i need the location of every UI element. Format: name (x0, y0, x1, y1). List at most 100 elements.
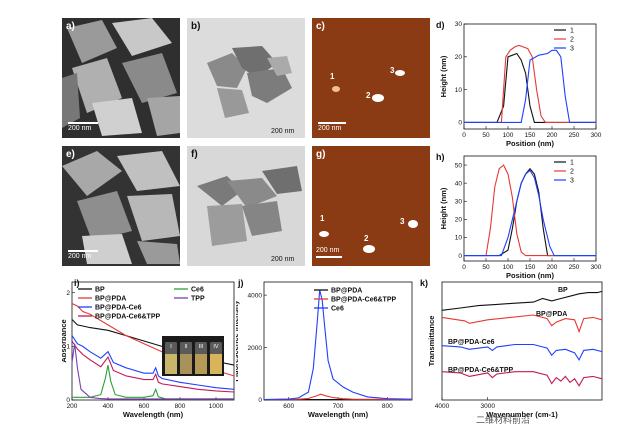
series-line-1 (464, 167, 596, 257)
x-tick-label: 0 (462, 132, 466, 139)
panel-label-b: b) (191, 21, 201, 32)
x-tick-label: 600 (139, 403, 150, 410)
vial-label: I (170, 344, 172, 350)
afm-texture-c (312, 18, 430, 138)
vial-label: III (199, 344, 204, 350)
y-tick-label: 50 (455, 162, 463, 169)
panel-label-k: k) (420, 278, 428, 288)
afm-particle-1: 1 (330, 72, 335, 81)
series-line-ce6 (263, 289, 413, 401)
y-axis-label: Height (nm) (439, 55, 448, 97)
x-tick-label: 250 (569, 132, 580, 139)
tem-texture-b (187, 18, 305, 138)
x-tick-label: 0 (462, 264, 466, 271)
y-tick-label: 20 (455, 54, 463, 61)
x-axis-label: Position (nm) (506, 271, 554, 280)
y-tick-label: 0 (66, 397, 70, 404)
tem-texture-f (187, 146, 305, 266)
vial-label: IV (213, 344, 219, 350)
series-line-bp-pda-ce6 (71, 335, 235, 390)
legend-label-bp-pda-ce6-tpp: BP@PDA-Ce6&TPP (95, 314, 161, 321)
legend-label-ce6: Ce6 (191, 287, 204, 294)
x-tick-label: 150 (525, 132, 536, 139)
y-tick-label: 0 (458, 253, 462, 260)
panel-label-i: i) (74, 278, 80, 288)
scale-bar-e (68, 250, 98, 252)
x-tick-label: 200 (547, 264, 558, 271)
panel-label-e: e) (66, 149, 75, 160)
series-line-bp-pda-ce6-tpp (441, 371, 603, 387)
legend-label-bp: BP (95, 287, 105, 294)
series-line-2 (464, 44, 596, 123)
series-label-bp: BP (558, 287, 568, 294)
panel-label-a: a) (66, 21, 75, 32)
y-tick-label: 40 (455, 180, 463, 187)
scale-bar-a (68, 122, 98, 124)
y-tick-label: 4000 (248, 292, 263, 299)
scale-bar-c (318, 122, 346, 124)
scale-text-a: 200 nm (68, 125, 92, 132)
afm-particle-g1: 1 (320, 214, 325, 223)
x-tick-label: 600 (283, 403, 294, 410)
vial-liquid (210, 354, 222, 374)
series-line-2 (464, 164, 596, 257)
series-label-bp-pda: BP@PDA (536, 311, 567, 318)
afm-particle-2: 2 (366, 91, 371, 100)
y-tick-label: 0 (458, 120, 462, 127)
legend-label-3: 3 (570, 178, 574, 185)
series-line-bp-pda-ce6 (441, 343, 603, 362)
series-line-3 (464, 49, 596, 123)
y-tick-label: 10 (455, 87, 463, 94)
series-line-tpp (71, 343, 234, 400)
y-tick-label: 2000 (248, 345, 263, 352)
legend-label-3: 3 (570, 46, 574, 53)
fluorescence-chart-j: 600 700 800 0 2000 4000 Wavelength (nm) Fluores… (236, 278, 413, 419)
sem-texture-a (62, 18, 180, 138)
scale-bar-g (316, 256, 342, 258)
sem-image-e: e) 200 nm (62, 146, 180, 266)
scale-text-b: 200 nm (271, 128, 295, 135)
x-tick-label: 50 (482, 264, 490, 271)
x-axis-label: Wavenumber (cm-1) (486, 410, 558, 419)
y-tick-label: 1 (66, 344, 70, 351)
legend-label-2: 2 (570, 37, 574, 44)
x-tick-label: 300 (591, 264, 602, 271)
y-tick-label: 0 (258, 397, 262, 404)
x-tick-label: 50 (482, 132, 490, 139)
panel-label-g: g) (316, 149, 326, 160)
legend-label-1: 1 (570, 28, 574, 35)
x-axis-label: Wavelength (nm) (308, 410, 369, 419)
afm-particle-g3: 3 (400, 217, 405, 226)
legend-label-1: 1 (570, 160, 574, 167)
x-tick-label: 1000 (209, 403, 224, 410)
tem-image-b: b) 200 nm (187, 18, 305, 138)
series-line-ce6 (72, 364, 234, 400)
x-tick-label: 200 (547, 132, 558, 139)
series-line-3 (464, 169, 596, 257)
afm-image-g: g) 1 2 3 200 nm (312, 146, 430, 266)
panel-label-d: d) (436, 20, 445, 30)
legend-label-bp-pda-ce6: BP@PDA-Ce6 (95, 305, 142, 312)
vial-label: II (184, 344, 188, 350)
y-axis-label: Height (nm) (439, 187, 448, 229)
y-axis-label: Transmittance (427, 316, 436, 367)
sem-texture-e (62, 146, 180, 266)
x-tick-label: 4000 (435, 403, 450, 410)
x-axis-label: Position (nm) (506, 139, 554, 148)
series-label-bp-pda-ce6-tpp: BP@PDA-Ce6&TPP (448, 367, 514, 374)
vial-liquid (165, 354, 177, 374)
afm-texture-g (312, 146, 430, 266)
x-tick-label: 300 (591, 132, 602, 139)
x-axis-label: Wavelength (nm) (123, 410, 184, 419)
scale-text-c: 200 nm (318, 125, 342, 132)
series-line-bp-pda (441, 314, 603, 334)
series-line-bp (441, 290, 603, 311)
plot-frame (463, 155, 597, 262)
vial-liquid (195, 354, 207, 374)
y-tick-label: 30 (455, 21, 463, 28)
panel-label-h: h) (436, 152, 445, 162)
series-line-bp-pda-ce6-tpp (71, 340, 235, 393)
x-tick-label: 150 (525, 264, 536, 271)
x-tick-label: 700 (333, 403, 344, 410)
